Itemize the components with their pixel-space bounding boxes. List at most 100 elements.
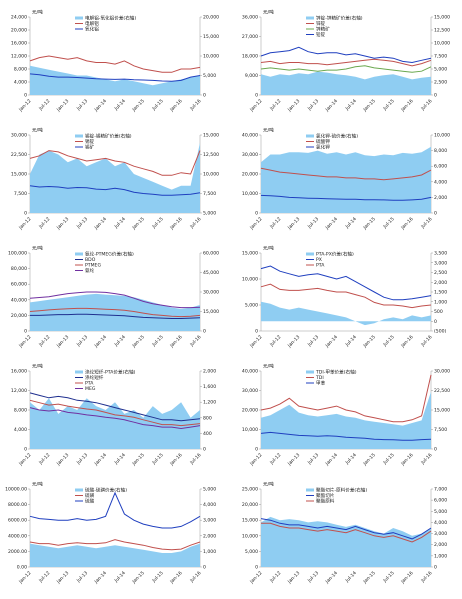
x-tick-label: Jan-12 <box>248 570 263 585</box>
x-tick-label: Jan-12 <box>248 452 263 467</box>
y2-tick-label: 3,000 <box>203 518 216 524</box>
x-tick-label: Jan-16 <box>399 216 414 231</box>
line <box>29 399 201 427</box>
line <box>29 55 201 73</box>
x-tick-label: Jan-13 <box>286 334 301 349</box>
y2-tick-label: 12,500 <box>203 152 219 158</box>
x-tick-label: Jan-13 <box>286 570 301 585</box>
y2-tick-label: 1,500 <box>434 290 447 296</box>
y2-tick-label: 4,000 <box>203 502 216 508</box>
y2-tick-label: 4,000 <box>434 179 447 185</box>
y2-tick-label: 15,000 <box>434 408 450 414</box>
x-tick-label: Jan-16 <box>168 334 183 349</box>
legend-label: TDI-甲苯价差(右轴) <box>315 369 357 376</box>
legend-label: 氯化钾-硫价差(右轴) <box>316 133 358 140</box>
line <box>260 194 432 201</box>
y2-tick-label: 15,000 <box>203 133 219 139</box>
y2-tick-label: 30,000 <box>203 290 219 296</box>
y2-tick-label: 0 <box>434 211 437 217</box>
x-tick-label: Jul-13 <box>306 452 320 466</box>
legend-label: 锡锭-锡精矿价差(右轴) <box>85 133 132 140</box>
legend-label: 电解铝-氧化铝价差(右轴) <box>85 15 136 22</box>
line <box>260 283 432 309</box>
chart-panel: 元/吨 0 10,000 20,000 30,000 40,000 0 2,000 4,000 6… <box>242 127 450 232</box>
y2-tick-label: 2,000 <box>434 195 447 201</box>
y2-tick-label: 3,500 <box>434 251 447 257</box>
y2-tick-label: 0 <box>434 447 437 453</box>
x-tick-label: Jan-14 <box>324 216 339 231</box>
x-tick-label: Jan-12 <box>248 216 263 231</box>
x-tick-label: Jul-15 <box>382 334 396 348</box>
legend-swatch <box>75 16 83 20</box>
line <box>261 522 432 543</box>
x-tick-label: Jan-16 <box>399 452 414 467</box>
x-tick-label: Jan-12 <box>17 570 32 585</box>
legend-label: 氨纶 <box>85 267 95 274</box>
area <box>30 293 200 331</box>
y2-tick-label: 1,000 <box>434 299 447 305</box>
x-tick-label: Jul-15 <box>151 98 165 112</box>
legend-label: TDI <box>315 375 324 381</box>
x-tick-label: Jan-12 <box>17 98 32 113</box>
x-tick-label: Jan-14 <box>93 334 108 349</box>
line <box>29 307 201 318</box>
x-tick-label: Jan-14 <box>324 98 339 113</box>
y2-tick-label: 1,600 <box>203 384 216 390</box>
y-tick-label: 15,000 <box>242 518 258 524</box>
x-tick-label: Jan-13 <box>55 570 70 585</box>
y-tick-label: 40,000 <box>11 297 27 303</box>
legend-label: 硫酸-硫磺价差(右轴) <box>85 487 127 494</box>
x-tick-label: Jan-13 <box>55 98 70 113</box>
x-tick-label: Jul-14 <box>113 98 127 112</box>
x-tick-label: Jan-15 <box>362 334 377 349</box>
y2-tick-label: 7,500 <box>203 191 216 197</box>
legend-swatch <box>75 488 83 492</box>
legend-label: 氨纶-PTMEG价差(右轴) <box>85 251 134 258</box>
y2-tick-label: 3,000 <box>434 531 447 537</box>
legend-swatch <box>75 252 83 256</box>
y-tick-label: 0 <box>24 447 27 453</box>
legend-label: 氧化铝 <box>85 26 99 33</box>
y-tick-label: 5,000 <box>245 303 258 309</box>
x-tick-label: Jul-12 <box>37 98 51 112</box>
y2-tick-label: 0 <box>203 565 206 571</box>
legend-swatch <box>306 370 314 374</box>
y2-tick-label: 0 <box>434 565 437 571</box>
y2-tick-label: 0 <box>203 447 206 453</box>
x-tick-label: Jan-15 <box>362 570 377 585</box>
x-tick-label: Jan-15 <box>131 334 146 349</box>
line <box>260 431 432 441</box>
x-tick-label: Jul-13 <box>306 334 320 348</box>
unit-label: 元/吨 <box>32 481 43 488</box>
x-tick-label: Jul-15 <box>382 452 396 466</box>
legend-label: BDO <box>85 257 96 263</box>
line <box>29 73 201 82</box>
x-tick-label: Jan-16 <box>168 452 183 467</box>
unit-label: 元/吨 <box>32 127 43 134</box>
x-tick-label: Jul-15 <box>382 216 396 230</box>
x-tick-label: Jul-12 <box>268 570 282 584</box>
x-tick-label: Jul-14 <box>113 570 127 584</box>
y-tick-label: 0 <box>24 211 27 217</box>
x-tick-label: Jul-15 <box>382 570 396 584</box>
x-tick-label: Jul-15 <box>151 216 165 230</box>
legend-label: 锡矿 <box>85 144 95 151</box>
y2-tick-label: 2,000 <box>203 533 216 539</box>
line <box>260 167 432 181</box>
x-tick-label: Jul-13 <box>75 98 89 112</box>
legend-swatch <box>306 134 314 138</box>
legend-label: 聚酯原料 <box>316 498 335 505</box>
x-tick-label: Jan-14 <box>93 570 108 585</box>
x-tick-label: Jan-12 <box>248 334 263 349</box>
x-tick-label: Jan-15 <box>362 216 377 231</box>
x-tick-label: Jan-14 <box>93 216 108 231</box>
x-tick-label: Jul-13 <box>75 452 89 466</box>
legend-label: 硫酸 <box>85 498 95 505</box>
line <box>29 539 201 551</box>
y2-tick-label: 0 <box>434 93 437 99</box>
legend-label: PTA <box>316 263 325 269</box>
x-tick-label: Jul-13 <box>306 98 320 112</box>
y2-tick-label: 6,000 <box>434 164 447 170</box>
y2-tick-label: 2,500 <box>434 80 447 86</box>
area <box>261 301 431 326</box>
